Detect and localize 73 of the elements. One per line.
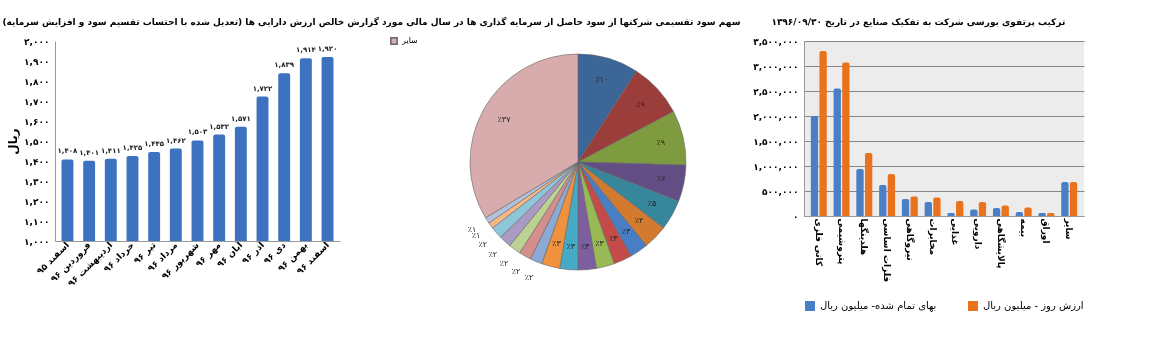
bar [1001, 205, 1009, 216]
y-tick-label: ۱,۵۰۰,۰۰۰ [753, 136, 799, 147]
bar [956, 201, 964, 216]
data-label: ٪۲ [478, 239, 488, 249]
data-label: ٪۳ [621, 227, 631, 237]
x-tick-label: فلزات اساسی [881, 218, 893, 283]
x-tick-label: نیروگاهی [903, 218, 916, 261]
data-label: ٪۲ [524, 273, 534, 283]
bar [901, 199, 910, 216]
data-label: ٪۹ [636, 99, 645, 109]
bar [833, 88, 841, 216]
y-tick-label: ۱,۴۰۰ [24, 156, 50, 167]
data-label: ٪۳ [566, 241, 576, 251]
x-tick-label: اوراق [1040, 218, 1052, 244]
data-label: ٪۹ [656, 137, 666, 147]
bar [856, 169, 864, 216]
y-tick-label: ۱,۷۰۰ [24, 96, 50, 107]
data-label: ٪۶ [657, 173, 666, 183]
x-tick-label: پالایشگاهی [995, 218, 1007, 269]
bar [1061, 182, 1069, 216]
data-label: ٪۳ [595, 239, 605, 249]
data-label: ٪۱۰ [595, 75, 609, 85]
legend-label: سایر [401, 36, 419, 45]
y-tick-label: ۲,۰۰۰ [24, 36, 50, 47]
data-label: ٪۲ [511, 266, 521, 276]
y-tick-label: ۱,۸۰۰ [24, 76, 50, 87]
data-label: ٪۳ [609, 234, 619, 244]
x-tick-label: مخابرات [926, 218, 938, 256]
x-tick-label: بیمه [1018, 218, 1029, 238]
data-label: ٪۳ [552, 239, 562, 249]
legend-label: بهای تمام شده- میلیون ریال [820, 300, 937, 312]
bar [864, 153, 873, 216]
y-tick-label: ۳,۵۰۰,۰۰۰ [753, 36, 799, 47]
y-tick-label: ۲,۰۰۰,۰۰۰ [753, 111, 799, 122]
chart-title: سهم سود تقسیمی شرکتها از سود حاصل از سرمایه گذاری ها در سال مالی مورد گزارش [347, 16, 741, 28]
y-tick-label: ۱,۹۰۰ [24, 56, 50, 67]
y-tick-label: ۱,۰۰۰ [24, 236, 50, 247]
y-tick-label: ۱,۲۰۰ [24, 196, 50, 207]
x-tick-label: سایر [1063, 217, 1075, 240]
bar [1069, 182, 1078, 216]
chart-title: خالص ارزش دارایی ها (تعدیل شده با احتساب تقسیم سود و افزایش سرمایه) [2, 17, 345, 28]
y-tick-label: ۲,۵۰۰,۰۰۰ [753, 86, 799, 97]
bar [924, 202, 932, 216]
y-tick-label: ۱,۱۰۰ [24, 216, 50, 227]
x-tick-label: کانی فلزی [812, 218, 824, 267]
data-label: ٪۳۷ [497, 115, 512, 125]
x-tick-label: غذایی [950, 218, 961, 246]
bar [879, 185, 887, 216]
legend-label: ارزش روز - میلیون ریال [983, 300, 1084, 312]
y-tick-label: ۱,۵۰۰ [24, 136, 50, 147]
data-label: ٪۲ [488, 249, 498, 259]
x-tick-label: پتروشیمی [835, 218, 847, 265]
data-label: ٪۵ [647, 198, 657, 208]
y-tick-label: ۱,۳۰۰ [24, 176, 50, 187]
bar [910, 196, 918, 216]
bar [819, 51, 827, 216]
data-label: ٪۴ [634, 216, 644, 226]
bar [842, 62, 850, 216]
bar [887, 174, 896, 216]
data-label: ٪۲ [499, 258, 509, 268]
x-tick-label: دارویی [972, 218, 984, 250]
x-tick-label: هلدینگها [858, 218, 871, 256]
chart-title: ترکیب پرتفوی بورسی شرکت به تفکیک صنایع در تاریخ ۱۳۹۶/۰۹/۳۰ [771, 17, 1066, 28]
bar [978, 202, 987, 216]
y-tick-label: ۱,۰۰۰,۰۰۰ [753, 161, 799, 172]
data-label: ٪۳ [580, 241, 591, 251]
bar [810, 116, 819, 216]
y-tick-label: ۵۰۰,۰۰۰ [762, 186, 799, 197]
y-tick-label: ۱,۶۰۰ [24, 116, 50, 127]
y-tick-label: ۳,۰۰۰,۰۰۰ [753, 61, 799, 72]
bar [933, 197, 941, 216]
y-axis-title: ریال [6, 128, 21, 155]
y-tick-label: ۰ [793, 211, 799, 222]
